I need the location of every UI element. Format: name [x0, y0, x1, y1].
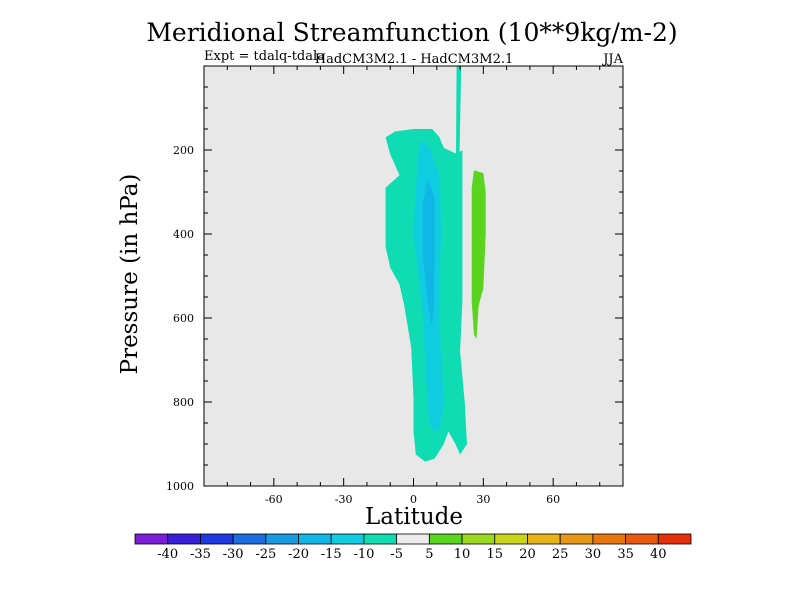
colorbar-label: 10 — [454, 547, 471, 562]
colorbar-swatch — [330, 533, 365, 545]
colorbar-swatch — [527, 533, 561, 545]
x-tick-label: -30 — [335, 493, 353, 506]
colorbar-swatch — [625, 533, 659, 545]
x-tick-label: 0 — [410, 493, 417, 506]
x-tick-label: -60 — [265, 493, 283, 506]
colorbar-label: -20 — [288, 547, 309, 562]
colorbar-swatch — [657, 533, 692, 545]
colorbar-labels: -40 -35 -30 -25 -20 -15 -10 -5 5 10 15 20 25 30 35 40 — [157, 547, 666, 562]
colorbar-swatch — [232, 533, 267, 545]
colorbar-label: -40 — [157, 547, 178, 562]
colorbar-label: -25 — [255, 547, 276, 562]
colorbar-swatch — [298, 533, 332, 545]
colorbar-label: 15 — [486, 547, 503, 562]
season-label: JJA — [601, 52, 623, 67]
colorbar-swatch — [461, 533, 496, 545]
colorbar-swatch — [363, 533, 398, 545]
contour-negative-15-to-20 — [422, 179, 435, 327]
contour-regions — [385, 66, 486, 462]
axis-tick-labels: -60 -30 0 30 60 200 400 600 800 1000 — [166, 144, 560, 506]
colorbar-swatch — [494, 533, 528, 545]
colorbar-label: -35 — [190, 547, 211, 562]
colorbar — [134, 533, 692, 545]
colorbar-label: 25 — [552, 547, 569, 562]
contour-negative-5-to-10-plume — [455, 66, 462, 171]
colorbar-swatch — [396, 533, 430, 545]
experiment-label: Expt = tdalq-tdala — [204, 49, 325, 64]
chart-title: Meridional Streamfunction (10**9kg/m-2) — [146, 18, 677, 47]
colorbar-swatch — [167, 533, 201, 545]
y-tick-label: 600 — [173, 312, 194, 325]
colorbar-swatch — [265, 533, 299, 545]
model-comparison-label: HadCM3M2.1 - HadCM3M2.1 — [315, 52, 514, 67]
colorbar-label: -5 — [390, 547, 403, 562]
y-tick-label: 400 — [173, 228, 194, 241]
y-tick-label: 200 — [173, 144, 194, 157]
colorbar-label: 5 — [425, 547, 433, 562]
colorbar-swatch — [428, 533, 463, 545]
colorbar-swatch — [592, 533, 626, 545]
x-axis-label: Latitude — [365, 504, 463, 530]
colorbar-swatch — [200, 533, 234, 545]
colorbar-label: 35 — [617, 547, 634, 562]
colorbar-swatch — [134, 533, 169, 545]
colorbar-label: 20 — [519, 547, 536, 562]
x-tick-label: 30 — [476, 493, 490, 506]
colorbar-swatch — [559, 533, 594, 545]
colorbar-label: -30 — [223, 547, 244, 562]
colorbar-label: -10 — [353, 547, 374, 562]
colorbar-label: -15 — [321, 547, 342, 562]
colorbar-label: 30 — [585, 547, 602, 562]
colorbar-label: 40 — [650, 547, 667, 562]
axis-ticks — [203, 66, 624, 487]
x-tick-label: 60 — [546, 493, 560, 506]
contour-positive-5-to-10 — [471, 170, 486, 339]
y-axis-label: Pressure (in hPa) — [117, 174, 143, 375]
y-tick-label: 800 — [173, 396, 194, 409]
y-tick-label: 1000 — [166, 480, 194, 493]
